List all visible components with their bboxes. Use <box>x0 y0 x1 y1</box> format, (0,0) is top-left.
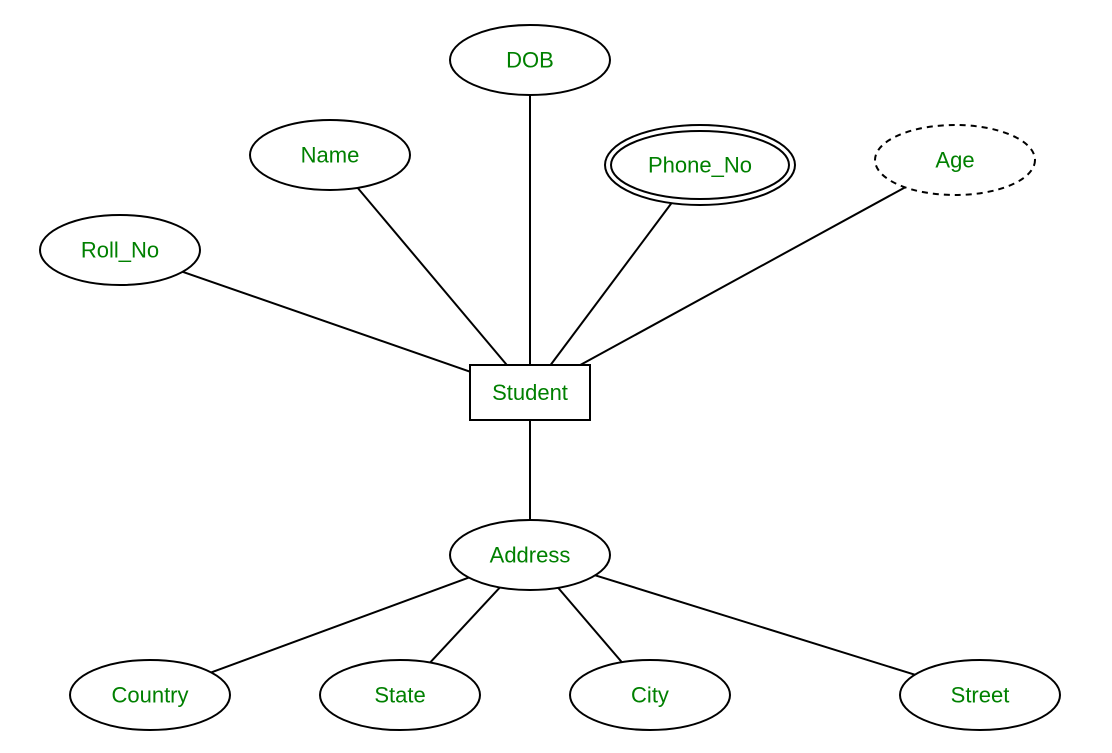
edge-student-name <box>358 188 507 365</box>
edge-address-country <box>211 578 469 673</box>
edge-student-roll_no <box>183 272 470 372</box>
attribute-dob: DOB <box>450 25 610 95</box>
edge-student-age <box>580 187 905 365</box>
attribute-street: Street <box>900 660 1060 730</box>
attribute-city-label: City <box>631 683 669 708</box>
er-diagram: Student Roll_No Name DOB Phone_No Age Address C… <box>0 0 1112 753</box>
nodes: Student Roll_No Name DOB Phone_No Age Address C… <box>40 25 1060 730</box>
edge-address-city <box>558 588 622 662</box>
attribute-name: Name <box>250 120 410 190</box>
attribute-phone_no-label: Phone_No <box>648 153 752 178</box>
entity-student-label: Student <box>492 380 568 405</box>
attribute-age-label: Age <box>935 148 974 173</box>
attribute-phone_no: Phone_No <box>605 125 795 205</box>
attribute-street-label: Street <box>951 683 1010 708</box>
attribute-city: City <box>570 660 730 730</box>
attribute-roll_no-label: Roll_No <box>81 238 159 263</box>
attribute-address-label: Address <box>490 543 571 568</box>
attribute-address: Address <box>450 520 610 590</box>
attribute-dob-label: DOB <box>506 48 554 73</box>
attribute-roll_no: Roll_No <box>40 215 200 285</box>
attribute-country: Country <box>70 660 230 730</box>
attribute-name-label: Name <box>301 143 360 168</box>
attribute-age: Age <box>875 125 1035 195</box>
attribute-state: State <box>320 660 480 730</box>
entity-student: Student <box>470 365 590 420</box>
edge-address-state <box>430 587 500 662</box>
attribute-state-label: State <box>374 683 425 708</box>
edge-student-phone_no <box>551 203 672 365</box>
attribute-country-label: Country <box>111 683 188 708</box>
